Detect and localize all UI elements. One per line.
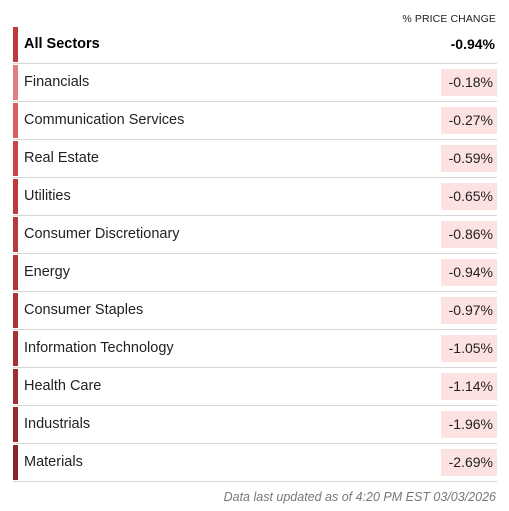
- sector-change: -0.59%: [440, 145, 497, 172]
- change-bar: [13, 27, 18, 62]
- sector-change: -1.96%: [440, 411, 497, 438]
- table-row[interactable]: Industrials -1.96%: [13, 406, 497, 444]
- sector-change: -0.94%: [450, 36, 495, 52]
- sector-change: -2.69%: [440, 449, 497, 476]
- change-bar: [13, 445, 18, 480]
- sector-change: -0.18%: [440, 69, 497, 96]
- table-row[interactable]: Health Care -1.14%: [13, 368, 497, 406]
- sector-change: -0.94%: [440, 259, 497, 286]
- table-row[interactable]: Energy -0.94%: [13, 254, 497, 292]
- sector-change: -0.27%: [440, 107, 497, 134]
- change-bar: [13, 217, 18, 252]
- sector-name: Consumer Discretionary: [24, 226, 180, 242]
- table-row[interactable]: Consumer Discretionary -0.86%: [13, 216, 497, 254]
- sector-rows: Financials -0.18% Communication Services -0…: [13, 64, 497, 482]
- sector-change: -1.14%: [440, 373, 497, 400]
- last-updated-note: Data last updated as of 4:20 PM EST 03/0…: [223, 490, 496, 504]
- sector-name: Utilities: [24, 188, 71, 204]
- sector-change: -0.65%: [440, 183, 497, 210]
- change-bar: [13, 369, 18, 404]
- change-bar: [13, 407, 18, 442]
- sector-name: Information Technology: [24, 340, 174, 356]
- sector-name: Communication Services: [24, 112, 185, 128]
- change-bar: [13, 255, 18, 290]
- change-bar: [13, 331, 18, 366]
- change-bar: [13, 65, 18, 100]
- table-row-all-sectors[interactable]: All Sectors -0.94%: [13, 26, 497, 64]
- table-row[interactable]: Materials -2.69%: [13, 444, 497, 482]
- table-row[interactable]: Communication Services -0.27%: [13, 102, 497, 140]
- sector-name: Energy: [24, 264, 70, 280]
- column-header-price-change: % PRICE CHANGE: [402, 13, 496, 25]
- table-row[interactable]: Utilities -0.65%: [13, 178, 497, 216]
- table-row[interactable]: Real Estate -0.59%: [13, 140, 497, 178]
- change-bar: [13, 141, 18, 176]
- sector-change: -1.05%: [440, 335, 497, 362]
- sector-change: -0.97%: [440, 297, 497, 324]
- sector-name: Consumer Staples: [24, 302, 144, 318]
- change-bar: [13, 293, 18, 328]
- sector-name: Financials: [24, 74, 90, 90]
- table-row[interactable]: Information Technology -1.05%: [13, 330, 497, 368]
- sector-name: Industrials: [24, 416, 91, 432]
- sector-name: Health Care: [24, 378, 102, 394]
- change-bar: [13, 179, 18, 214]
- table-row[interactable]: Financials -0.18%: [13, 64, 497, 102]
- table-row[interactable]: Consumer Staples -0.97%: [13, 292, 497, 330]
- sector-table: All Sectors -0.94% Financials -0.18% Commu…: [13, 26, 497, 482]
- sector-name: All Sectors: [24, 36, 100, 52]
- sector-name: Materials: [24, 454, 83, 470]
- change-bar: [13, 103, 18, 138]
- sector-name: Real Estate: [24, 150, 99, 166]
- sector-change: -0.86%: [440, 221, 497, 248]
